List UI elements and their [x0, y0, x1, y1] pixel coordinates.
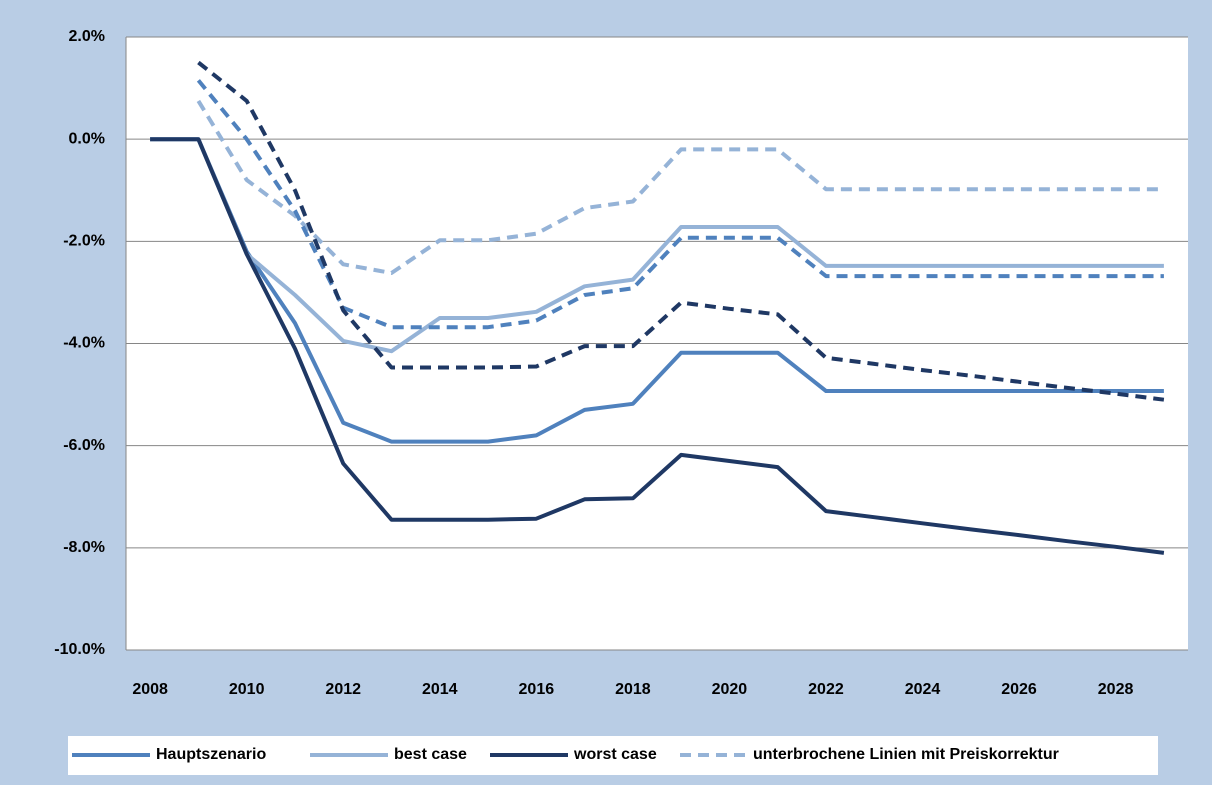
legend-label: Hauptszenario [156, 746, 266, 763]
series-line [196, 99, 1164, 275]
y-tick-label: -10.0% [54, 641, 105, 658]
legend-label: best case [394, 746, 467, 763]
series-line [196, 79, 1164, 330]
series-line [197, 60, 1165, 402]
series-line [150, 137, 1164, 444]
x-tick-label: 2020 [712, 681, 748, 698]
y-tick-label: 0.0% [69, 130, 105, 147]
y-tick-label: -6.0% [63, 437, 105, 454]
series-line [150, 137, 1164, 354]
series-line [150, 137, 1165, 555]
x-tick-label: 2016 [519, 681, 555, 698]
legend-label: unterbrochene Linien mit Preiskorrektur [753, 746, 1059, 763]
x-tick-label: 2026 [1001, 681, 1037, 698]
x-tick-label: 2028 [1098, 681, 1134, 698]
y-tick-label: -4.0% [63, 335, 105, 352]
x-tick-label: 2008 [132, 681, 168, 698]
y-tick-label: -2.0% [63, 233, 105, 250]
x-tick-label: 2012 [325, 681, 361, 698]
legend-label: worst case [573, 746, 657, 763]
legend-box [68, 736, 1158, 775]
x-tick-label: 2010 [229, 681, 265, 698]
x-tick-label: 2018 [615, 681, 651, 698]
x-tick-label: 2024 [905, 681, 941, 698]
x-tick-label: 2022 [808, 681, 844, 698]
y-tick-label: -8.0% [63, 539, 105, 556]
y-tick-label: 2.0% [69, 28, 105, 45]
x-tick-label: 2014 [422, 681, 458, 698]
